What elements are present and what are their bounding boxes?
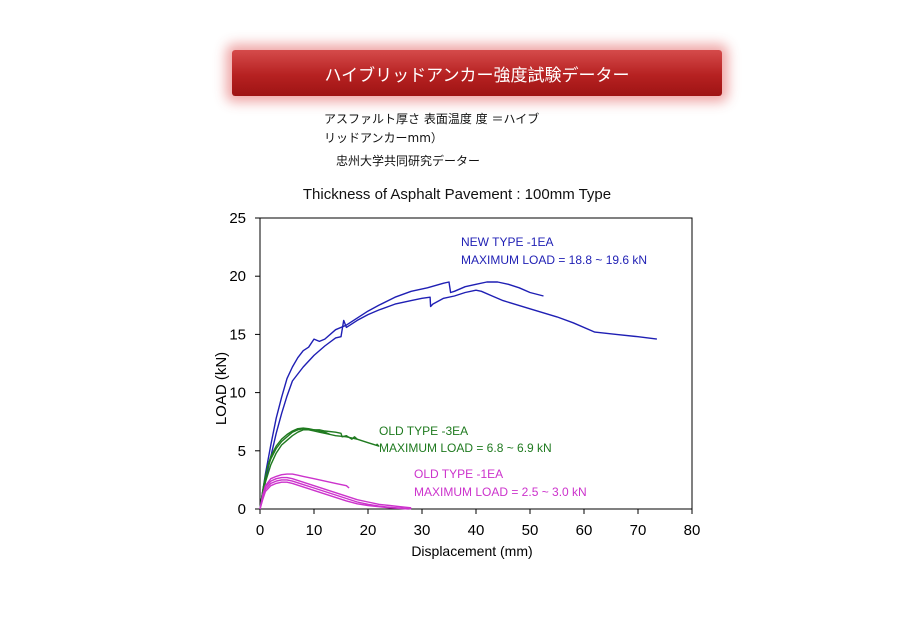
annotation-old3-type: OLD TYPE -3EA <box>379 424 468 438</box>
series-line-old1-6 <box>259 473 350 510</box>
y-tick-label: 20 <box>229 268 246 285</box>
title-banner: ハイブリッドアンカー強度試験データー <box>232 50 722 96</box>
banner-title: ハイブリッドアンカー強度試験データー <box>324 65 630 86</box>
x-tick-label: 80 <box>684 522 701 539</box>
annotation-new-type: NEW TYPE -1EA <box>461 235 553 249</box>
test-conditions-line2: リッドアンカーmm） <box>324 131 443 145</box>
x-tick-label: 30 <box>414 522 431 539</box>
annotation-old1-type: OLD TYPE -1EA <box>414 467 503 481</box>
chart-title: Thickness of Asphalt Pavement : 100mm Ty… <box>302 186 612 203</box>
x-axis-label: Displacement (mm) <box>411 543 532 559</box>
series-line-old3-3 <box>259 427 380 510</box>
x-tick-label: 10 <box>306 522 323 539</box>
x-tick-label: 40 <box>468 522 485 539</box>
plot-axes: 0 10 20 30 40 50 60 70 80 0 5 10 15 20 25 Displacement … <box>213 210 700 559</box>
x-tick-label: 20 <box>360 522 377 539</box>
series-line-old3-5 <box>259 429 331 510</box>
annotation-old1-max-load: MAXIMUM LOAD = 2.5 ~ 3.0 kN <box>414 485 587 499</box>
plot-series <box>259 281 657 510</box>
annotation-new-max-load: MAXIMUM LOAD = 18.8 ~ 19.6 kN <box>461 253 647 267</box>
y-tick-label: 15 <box>229 326 246 343</box>
y-tick-label: 10 <box>229 385 246 402</box>
y-tick-label: 0 <box>238 501 246 518</box>
series-line-new-1 <box>259 281 544 510</box>
series-line-new-2 <box>259 289 657 510</box>
data-source: 忠州大学共同研究データー <box>336 154 481 168</box>
y-axis-label: LOAD (kN) <box>213 352 230 425</box>
x-tick-label: 60 <box>576 522 593 539</box>
test-conditions-line1: アスファルト厚さ 表面温度 度 ＝ハイブ <box>324 112 540 126</box>
y-tick-label: 25 <box>229 210 246 227</box>
x-tick-label: 50 <box>522 522 539 539</box>
test-conditions: アスファルト厚さ 表面温度 度 ＝ハイブ リッドアンカーmm） <box>324 110 594 148</box>
series-line-old1-8 <box>259 479 412 510</box>
annotation-old3-max-load: MAXIMUM LOAD = 6.8 ~ 6.9 kN <box>379 441 552 455</box>
y-tick-label: 5 <box>238 443 246 460</box>
plot-labels: NEW TYPE -1EA MAXIMUM LOAD = 18.8 ~ 19.6 … <box>379 235 647 499</box>
x-tick-label: 70 <box>630 522 647 539</box>
x-tick-label: 0 <box>256 522 264 539</box>
series-line-old1-9 <box>259 481 409 510</box>
series-line-old1-7 <box>259 476 412 510</box>
